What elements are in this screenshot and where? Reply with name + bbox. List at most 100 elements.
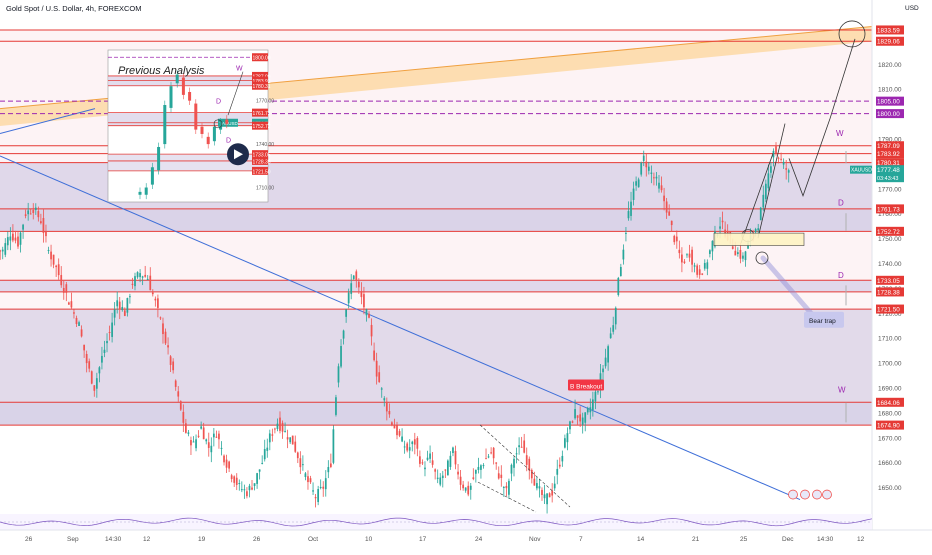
candle-body (113, 309, 116, 318)
candle-body (34, 207, 37, 210)
candle-body (492, 447, 495, 459)
candle-body (88, 361, 91, 369)
candle-body (65, 284, 68, 293)
candle-body (45, 232, 47, 237)
inset-candle-body (188, 91, 192, 101)
candle-body (202, 427, 205, 440)
candle-body (317, 489, 320, 503)
candle-body (134, 276, 136, 287)
candle-body (477, 466, 480, 470)
candle-body (108, 331, 111, 333)
candle-body (558, 464, 561, 467)
y-tick-1820: 1820.00 (878, 62, 902, 69)
candle-body (444, 469, 447, 471)
candle-body (528, 458, 531, 471)
inset-level-tag (252, 156, 268, 165)
inset-wave-label: W (236, 65, 243, 72)
candle-body (340, 346, 342, 367)
x-tick-19: 19 (198, 536, 206, 543)
candle-body (55, 265, 58, 268)
candle-body (660, 185, 663, 191)
inset-candle-body (150, 167, 154, 185)
candle-body (571, 421, 574, 423)
candle-body (742, 255, 744, 259)
candle-body (29, 213, 32, 215)
inset-price-tag-text: XAUUSD (219, 121, 239, 126)
candle-body (380, 388, 383, 390)
candle-body (307, 476, 309, 483)
candle-body (472, 477, 475, 480)
inset-level-tag (252, 121, 268, 130)
consolidation-box (713, 232, 805, 246)
candle-body (462, 484, 465, 489)
candle-body (271, 434, 274, 436)
y-tick-1650: 1650.00 (878, 485, 902, 492)
candle-body (296, 452, 299, 459)
candle-body (770, 166, 772, 173)
candle-body (467, 485, 470, 495)
level-tag (876, 149, 904, 159)
candle-body (251, 487, 253, 490)
candle-body (622, 249, 625, 260)
y-tick-1770: 1770.00 (878, 186, 902, 193)
previous-analysis-title: Previous Analysis (118, 65, 205, 77)
candle-body (734, 250, 737, 256)
candle-body (681, 254, 683, 263)
level-tag-text: 1721.50 (877, 307, 900, 314)
candle-body (576, 415, 579, 418)
candle-body (210, 445, 213, 453)
candle-body (17, 236, 19, 247)
candle-body (546, 493, 548, 505)
candle-body (32, 209, 35, 213)
candle-body (457, 471, 459, 475)
candle-body (111, 322, 113, 337)
inset-y-tick: 1740.00 (256, 142, 274, 148)
candle-body (327, 466, 330, 473)
candle-body (85, 353, 88, 364)
level-tag (876, 36, 904, 46)
candle-body (312, 490, 314, 492)
y-tick-1810: 1810.00 (878, 87, 902, 94)
candle-body (248, 485, 251, 491)
candle-body (80, 329, 83, 337)
candle-body (169, 356, 172, 365)
candle-body (709, 250, 711, 254)
candle-body (363, 294, 365, 308)
projection-arrow (788, 38, 856, 197)
candle-body (373, 350, 375, 361)
candle-body (192, 441, 195, 443)
marker-circle (755, 251, 769, 265)
inset-level-tag (252, 76, 268, 85)
y-tick-1790: 1790.00 (878, 137, 902, 144)
candle-body (787, 170, 790, 173)
candle-body (195, 439, 197, 449)
candle-body (200, 426, 203, 429)
level-tag (876, 420, 904, 430)
candle-body (291, 435, 294, 445)
candle-body (391, 422, 393, 425)
inset-candle-body (181, 77, 185, 95)
candle-body (263, 449, 266, 460)
candle-body (665, 201, 668, 213)
bear-trap-label: Bear trap (809, 318, 836, 325)
candle-body (329, 463, 332, 467)
candle-body (459, 476, 462, 485)
inset-level-tag (252, 150, 268, 159)
inset-candle-body (144, 187, 148, 195)
candle-body (212, 433, 215, 438)
candle-body (106, 341, 108, 344)
candle-body (426, 457, 429, 460)
candle-body (569, 421, 571, 430)
candle-body (719, 226, 721, 229)
candle-body (513, 458, 515, 468)
candle-body (162, 323, 164, 335)
wave-label: D (838, 271, 844, 280)
candle-body (345, 309, 347, 317)
last-price-tag (876, 165, 904, 183)
bear-trap-label-bg (804, 311, 844, 328)
candle-body (218, 433, 220, 440)
candle-body (294, 441, 297, 452)
candle-body (121, 306, 124, 311)
